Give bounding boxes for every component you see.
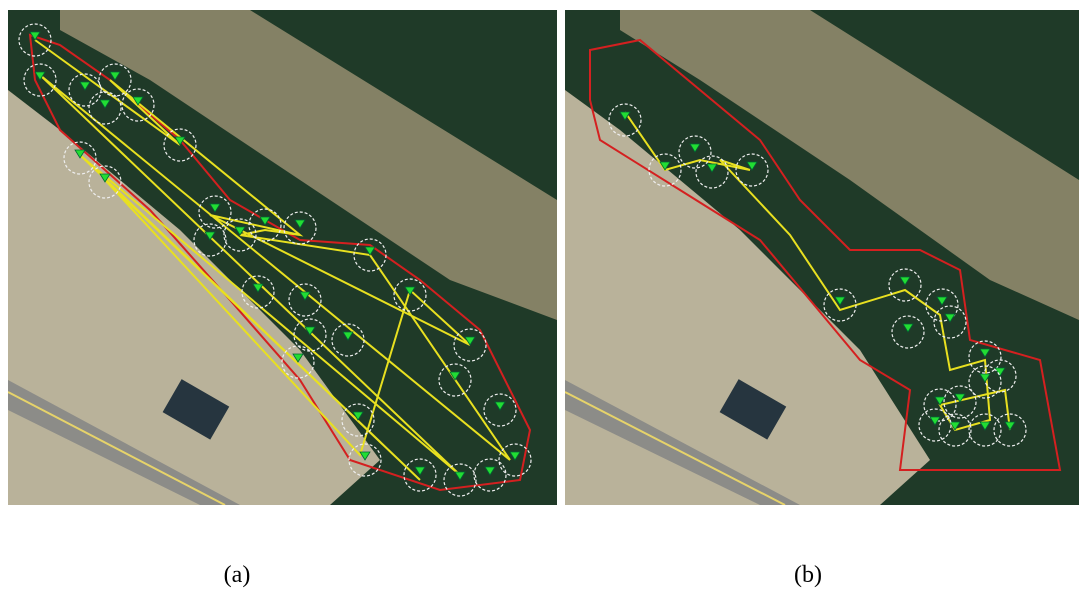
panel-label: (a) (224, 562, 251, 588)
figure: (a) (b) (0, 0, 1084, 589)
panel-label: (b) (794, 562, 822, 588)
satellite-image-b (565, 10, 1079, 505)
